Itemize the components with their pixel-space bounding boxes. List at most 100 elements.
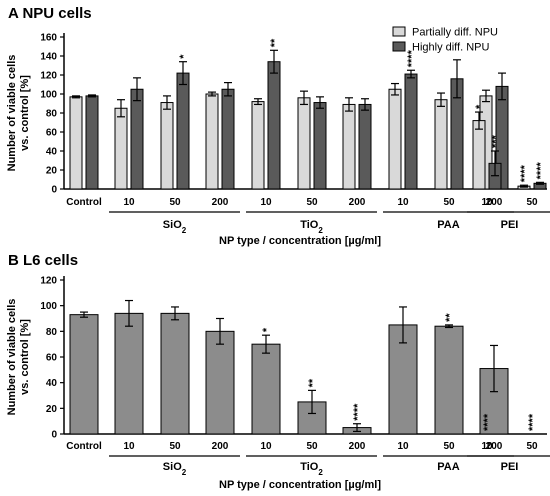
y-axis-title-B: vs. control [%]	[19, 319, 31, 395]
y-tick-label-B: 40	[46, 378, 58, 389]
group-label-A: SiO2	[163, 219, 187, 235]
x-tick-label-A: 50	[443, 197, 455, 208]
legend-label-1: Highly diff. NPU	[412, 42, 489, 54]
significance-B-0-5: **	[307, 378, 319, 387]
y-tick-label-A: 20	[46, 166, 58, 177]
x-tick-label-A: Control	[66, 197, 102, 208]
significance-A-1-7: ****	[406, 49, 418, 67]
group-label-subscript: 2	[182, 468, 187, 477]
significance-A-1-10: ***	[490, 134, 502, 148]
y-tick-label-B: 60	[46, 353, 58, 364]
significance-B-0-6: ****	[352, 403, 364, 421]
bar-A-0-0	[69, 96, 83, 190]
y-tick-label-A: 0	[51, 185, 57, 196]
x-tick-label-A: 50	[526, 197, 538, 208]
y-tick-label-A: 60	[46, 128, 58, 139]
bar-A-0-6	[342, 103, 356, 190]
y-tick-label-A: 120	[40, 71, 57, 82]
y-tick-label-B: 80	[46, 327, 58, 338]
y-axis-title-B: Number of viable cells	[6, 299, 18, 416]
y-tick-label-B: 100	[40, 301, 57, 312]
group-label-subscript: 2	[182, 226, 187, 235]
bar-A-0-7	[388, 88, 402, 190]
group-label-A: PEI	[501, 219, 519, 231]
bar-B-0-2	[160, 312, 190, 435]
x-tick-label-B: Control	[66, 441, 102, 452]
group-label-subscript: 2	[318, 468, 323, 477]
bar-B-0-0	[69, 314, 99, 435]
x-tick-label-A: 10	[481, 197, 493, 208]
y-tick-label-A: 80	[46, 109, 58, 120]
x-tick-label-B: 50	[169, 441, 181, 452]
legend-swatch-0	[392, 26, 406, 37]
bar-A-1-4	[267, 61, 281, 190]
group-label-A: PAA	[437, 219, 459, 231]
x-tick-label-B: 10	[397, 441, 409, 452]
panel-title-B: B L6 cells	[8, 252, 78, 269]
x-tick-label-B: 200	[212, 441, 229, 452]
group-label-B: SiO2	[163, 461, 187, 477]
legend-label-0: Partially diff. NPU	[412, 27, 498, 39]
x-tick-label-B: 50	[306, 441, 318, 452]
bar-A-1-0	[85, 95, 99, 190]
y-tick-label-A: 100	[40, 90, 57, 101]
panel-title-A: A NPU cells	[8, 5, 92, 22]
group-label-B: PEI	[501, 461, 519, 473]
significance-B-0-11: ****	[527, 413, 539, 431]
significance-B-0-10: ****	[482, 413, 494, 431]
y-axis-title-A: vs. control [%]	[19, 75, 31, 151]
legend-swatch-1	[392, 41, 406, 52]
bar-A-1-5	[313, 102, 327, 190]
bar-A-0-8	[434, 99, 448, 190]
bar-A-0-5	[297, 97, 311, 190]
bar-B-0-3	[205, 330, 235, 435]
significance-A-0-11: ****	[519, 164, 531, 182]
x-tick-label-A: 10	[123, 197, 135, 208]
bar-A-1-7	[404, 73, 418, 190]
x-tick-label-B: 50	[526, 441, 538, 452]
y-tick-label-A: 140	[40, 52, 57, 63]
group-label-subscript: 2	[318, 226, 323, 235]
significance-A-0-10: *	[474, 104, 486, 109]
significance-A-1-11: ****	[535, 162, 547, 180]
bar-A-1-6	[358, 103, 372, 190]
significance-A-1-2: *	[178, 54, 190, 59]
x-tick-label-B: 200	[349, 441, 366, 452]
x-tick-label-A: 50	[306, 197, 318, 208]
x-tick-label-B: 10	[481, 441, 493, 452]
x-axis-title-B: NP type / concentration [µg/ml]	[219, 479, 381, 491]
x-tick-label-B: 50	[443, 441, 455, 452]
bar-A-1-3	[221, 88, 235, 190]
bar-A-1-1	[130, 88, 144, 190]
y-axis-title-A: Number of viable cells	[6, 55, 18, 172]
y-tick-label-B: 20	[46, 404, 58, 415]
bar-A-0-10	[472, 120, 486, 190]
y-tick-label-B: 120	[40, 276, 57, 287]
x-tick-label-A: 200	[349, 197, 366, 208]
bar-B-0-4	[251, 343, 281, 435]
x-tick-label-A: 200	[486, 197, 503, 208]
x-tick-label-A: 50	[169, 197, 181, 208]
y-tick-label-A: 40	[46, 147, 58, 158]
x-axis-title-A: NP type / concentration [µg/ml]	[219, 235, 381, 247]
significance-A-1-4: **	[269, 38, 281, 47]
x-tick-label-B: 10	[260, 441, 272, 452]
group-label-B: TiO2	[300, 461, 323, 477]
bar-A-0-4	[251, 101, 265, 190]
significance-B-0-8: **	[444, 313, 456, 322]
bar-A-0-3	[205, 93, 219, 190]
x-tick-label-A: 10	[260, 197, 272, 208]
group-label-B: PAA	[437, 461, 459, 473]
bar-A-0-2	[160, 102, 174, 190]
y-tick-label-A: 160	[40, 33, 57, 44]
significance-B-0-4: *	[261, 327, 273, 332]
bar-B-0-1	[114, 312, 144, 435]
group-label-A: TiO2	[300, 219, 323, 235]
x-tick-label-A: 10	[397, 197, 409, 208]
bar-B-0-8	[434, 325, 464, 435]
x-tick-label-B: 10	[123, 441, 135, 452]
x-tick-label-A: 200	[212, 197, 229, 208]
x-tick-label-B: 200	[486, 441, 503, 452]
